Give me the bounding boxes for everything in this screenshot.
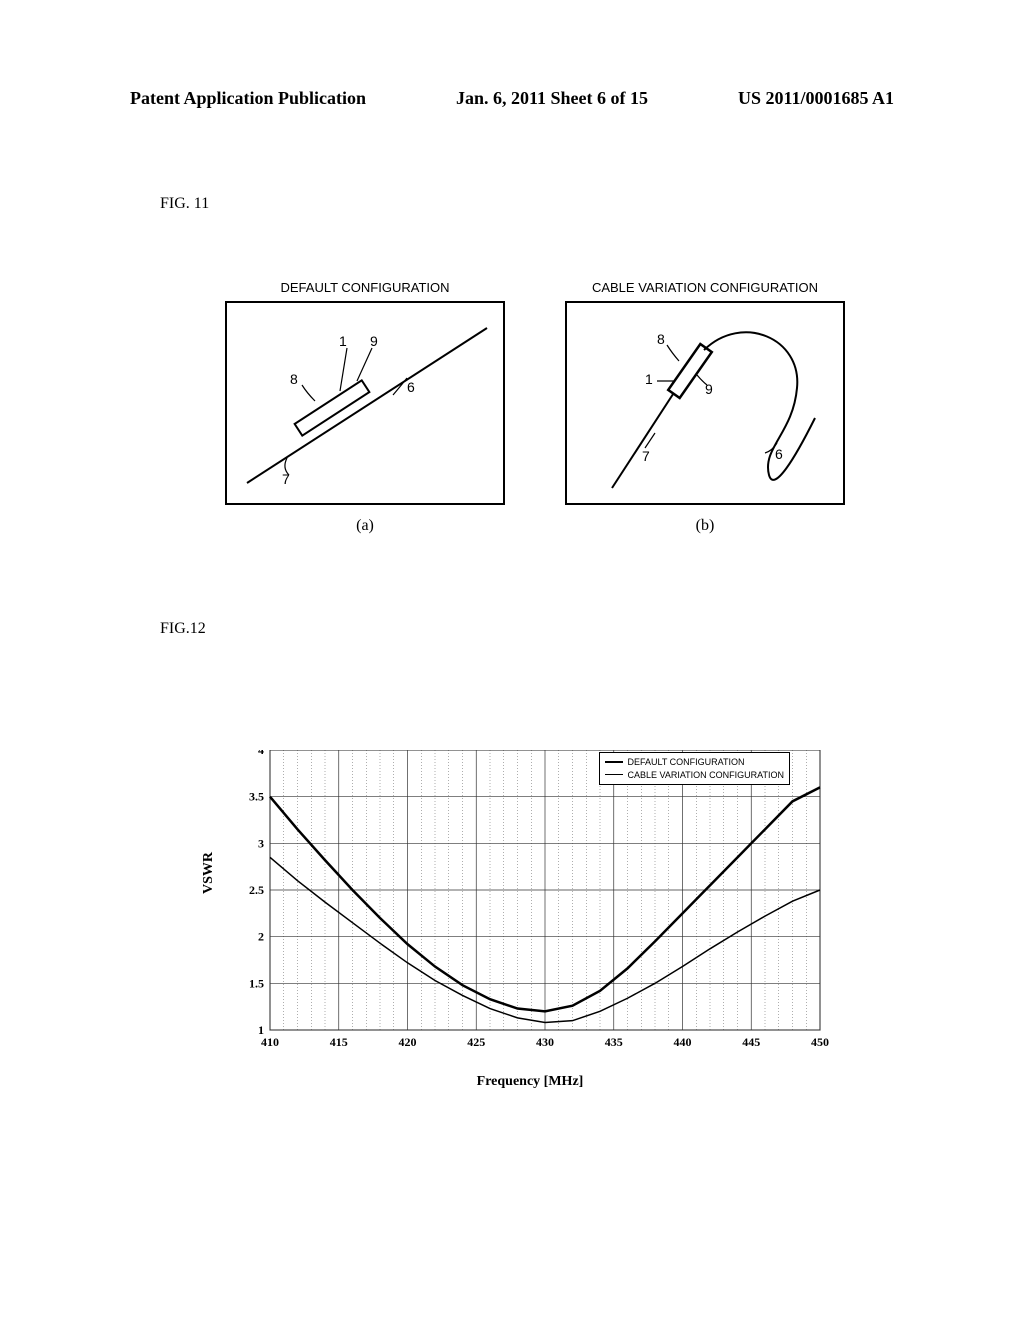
svg-text:1.5: 1.5 [249, 976, 264, 990]
header-right: US 2011/0001685 A1 [738, 88, 894, 109]
diagram-a-frame: 1 9 8 6 7 [225, 301, 505, 505]
legend-line-icon [605, 774, 623, 775]
svg-text:3.5: 3.5 [249, 790, 264, 804]
ref-a-1: 1 [339, 333, 347, 349]
legend-label-1: DEFAULT CONFIGURATION [627, 756, 744, 769]
svg-text:4: 4 [258, 750, 264, 757]
diagram-b-svg [567, 303, 847, 503]
ref-b-9: 9 [705, 381, 713, 397]
svg-text:415: 415 [330, 1035, 348, 1049]
ref-b-7: 7 [642, 448, 650, 464]
ref-b-1: 1 [645, 371, 653, 387]
legend-label-2: CABLE VARIATION CONFIGURATION [627, 769, 784, 782]
legend-row: CABLE VARIATION CONFIGURATION [605, 769, 784, 782]
ref-b-6: 6 [775, 446, 783, 462]
svg-text:2: 2 [258, 930, 264, 944]
chart-legend: DEFAULT CONFIGURATION CABLE VARIATION CO… [599, 752, 790, 785]
fig11-label: FIG. 11 [160, 195, 209, 213]
svg-text:2.5: 2.5 [249, 883, 264, 897]
diagram-a: DEFAULT CONFIGURATION 1 [225, 280, 505, 535]
fig12-label: FIG.12 [160, 620, 206, 638]
svg-text:420: 420 [399, 1035, 417, 1049]
svg-text:435: 435 [605, 1035, 623, 1049]
svg-text:430: 430 [536, 1035, 554, 1049]
y-axis-label: VSWR [201, 852, 217, 894]
svg-text:440: 440 [674, 1035, 692, 1049]
x-axis-label: Frequency [MHz] [477, 1074, 584, 1090]
ref-b-8: 8 [657, 331, 665, 347]
diagram-b-title: CABLE VARIATION CONFIGURATION [565, 280, 845, 295]
svg-text:445: 445 [742, 1035, 760, 1049]
diagram-b-sub: (b) [565, 517, 845, 535]
diagram-a-svg [227, 303, 507, 503]
diagram-a-sub: (a) [225, 517, 505, 535]
diagram-b: CABLE VARIATION CONFIGURATION [565, 280, 845, 535]
svg-text:1: 1 [258, 1023, 264, 1037]
svg-text:3: 3 [258, 836, 264, 850]
chart-svg: 410 415 420 425 430 435 440 445 450 1 1.5 2 2.5 3 3.5 4 [230, 750, 830, 1070]
ref-a-6: 6 [407, 379, 415, 395]
fig11-diagrams: DEFAULT CONFIGURATION 1 [225, 280, 845, 535]
svg-text:410: 410 [261, 1035, 279, 1049]
diagram-a-title: DEFAULT CONFIGURATION [225, 280, 505, 295]
legend-row: DEFAULT CONFIGURATION [605, 756, 784, 769]
ref-a-9: 9 [370, 333, 378, 349]
ref-a-7: 7 [282, 471, 290, 487]
diagram-b-frame: 8 1 9 6 7 [565, 301, 845, 505]
header-center: Jan. 6, 2011 Sheet 6 of 15 [456, 88, 648, 109]
svg-text:450: 450 [811, 1035, 829, 1049]
legend-line-icon [605, 761, 623, 763]
svg-text:425: 425 [467, 1035, 485, 1049]
vswr-chart: VSWR 41041542042543043544044545011.522.5… [230, 750, 830, 1110]
ref-a-8: 8 [290, 371, 298, 387]
header-left: Patent Application Publication [130, 88, 366, 109]
